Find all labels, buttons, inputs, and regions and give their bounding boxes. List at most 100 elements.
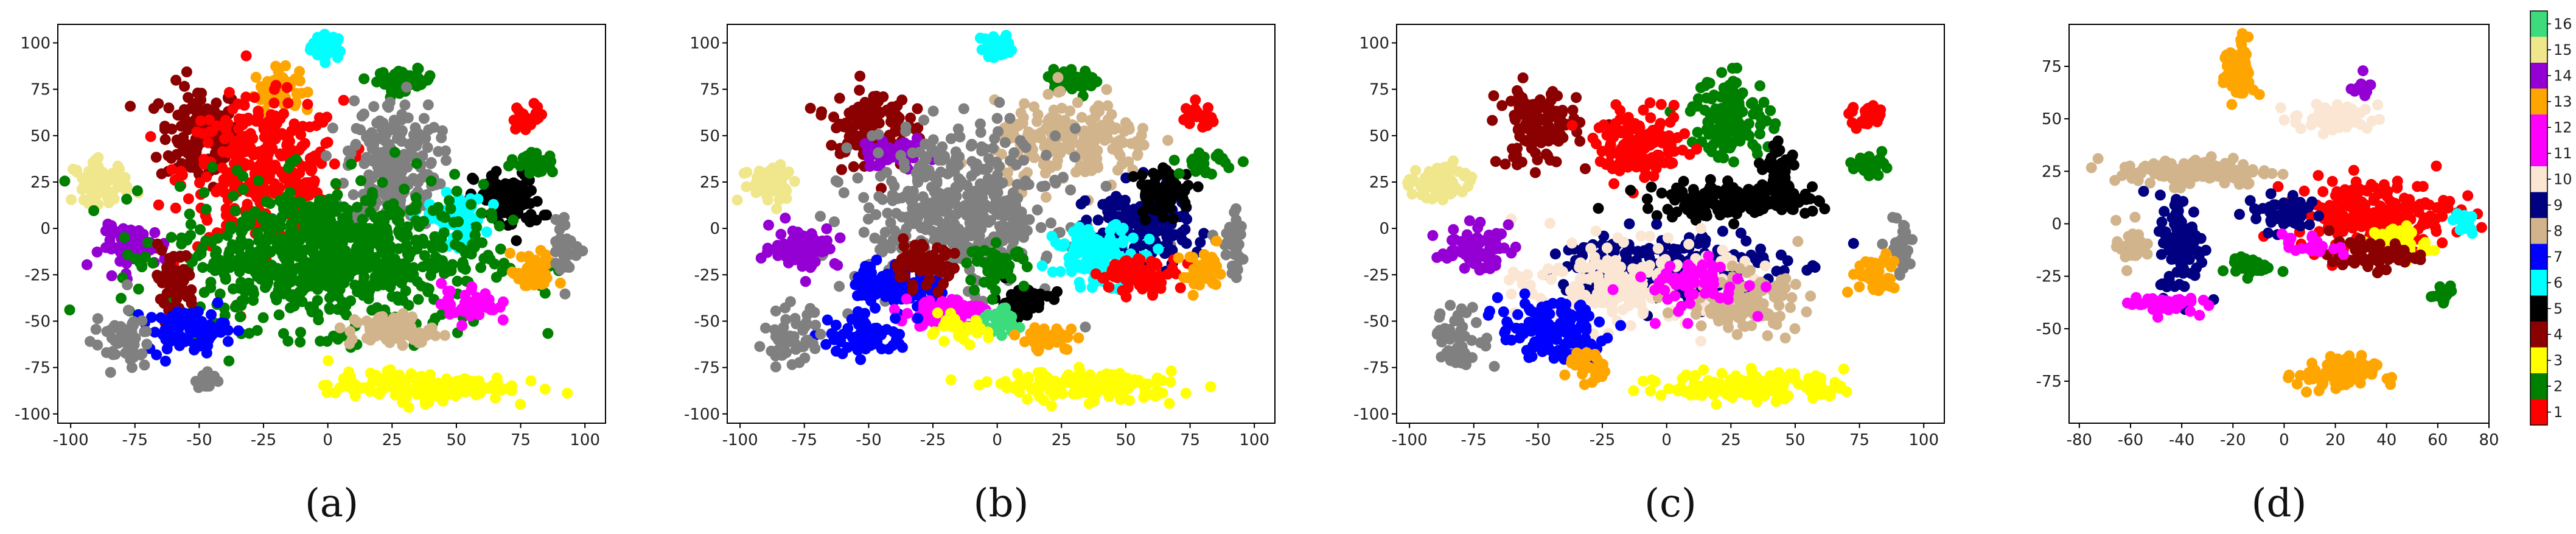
scatter-point [282, 175, 294, 186]
scatter-point [160, 356, 171, 367]
scatter-point [892, 100, 903, 111]
scatter-point [386, 85, 397, 97]
axes-frame [57, 24, 606, 424]
scatter-point [778, 181, 789, 193]
scatter-point [946, 226, 958, 237]
scatter-point [506, 266, 518, 278]
scatter-point [323, 355, 334, 367]
scatter-point [487, 198, 499, 210]
scatter-point [913, 253, 924, 265]
scatter-point [411, 276, 423, 287]
scatter-point [1223, 162, 1235, 174]
scatter-point [1075, 281, 1086, 293]
scatter-point [243, 328, 255, 339]
x-tick-label: -100 [722, 431, 758, 449]
scatter-point [358, 108, 369, 120]
scatter-point [166, 270, 177, 281]
scatter-point [873, 147, 884, 158]
scatter-point [372, 387, 383, 399]
scatter-point [307, 223, 318, 234]
x-tick-label: 100 [570, 431, 600, 449]
x-tick-label: -100 [53, 431, 89, 449]
scatter-point [278, 108, 290, 119]
scatter-point [1190, 110, 1202, 121]
scatter-point [1038, 159, 1049, 170]
scatter-point [371, 118, 383, 128]
scatter-point [359, 236, 371, 247]
scatter-point [114, 324, 126, 336]
scatter-point [436, 278, 447, 289]
scatter-point [1092, 162, 1104, 174]
scatter-point [863, 202, 874, 214]
scatter-point [1091, 146, 1102, 157]
scatter-point [134, 350, 146, 360]
scatter-point [313, 314, 324, 326]
scatter-point [912, 203, 923, 214]
scatter-point [932, 307, 943, 318]
scatter-point [375, 131, 387, 142]
scatter-point [882, 208, 893, 219]
scatter-point [329, 206, 341, 217]
scatter-point [828, 111, 839, 123]
scatter-point [1092, 214, 1104, 226]
scatter-point [413, 63, 424, 74]
scatter-point [1050, 130, 1061, 142]
scatter-point [539, 209, 550, 221]
scatter-point [952, 182, 964, 194]
scatter-point [418, 113, 430, 124]
scatter-point [1048, 385, 1059, 397]
scatter-point [820, 339, 832, 350]
scatter-point [815, 211, 826, 222]
scatter-point [1168, 213, 1179, 225]
scatter-point [1081, 214, 1092, 226]
scatter-point [422, 99, 434, 111]
scatter-point [874, 170, 886, 182]
scatter-point [518, 156, 530, 167]
scatter-point [283, 162, 295, 174]
scatter-point [1014, 135, 1026, 146]
scatter-point [1200, 167, 1212, 178]
scatter-point [991, 315, 1002, 327]
scatter-point [344, 326, 356, 337]
scatter-point [231, 164, 243, 176]
scatter-point [974, 118, 986, 130]
scatter-point [887, 117, 898, 128]
scatter-point [383, 200, 394, 212]
scatter-point [1187, 159, 1198, 170]
scatter-point [382, 227, 393, 238]
scatter-point [1187, 251, 1199, 263]
scatter-point [334, 382, 346, 393]
scatter-point [295, 336, 306, 348]
scatter-point [1205, 381, 1216, 392]
scatter-point [950, 146, 962, 158]
scatter-point [898, 241, 910, 252]
scatter-point [1051, 323, 1063, 335]
scatter-point [295, 197, 307, 208]
scatter-point [340, 256, 351, 267]
scatter-point [214, 288, 226, 300]
scatter-point [411, 158, 422, 169]
x-tick-label: 100 [1239, 431, 1269, 449]
scatter-point [303, 189, 315, 201]
cluster-14 [927, 307, 994, 351]
scatter-point [531, 195, 543, 207]
scatter-point [127, 228, 139, 239]
scatter-point [1211, 235, 1223, 247]
scatter-point [402, 221, 413, 233]
scatter-point [189, 344, 200, 356]
scatter-point [277, 241, 288, 253]
cluster-18 [503, 147, 558, 179]
scatter-point [281, 82, 293, 93]
scatter-point [1226, 260, 1238, 272]
scatter-point [273, 66, 284, 77]
scatter-point [159, 134, 171, 146]
scatter-point [945, 189, 957, 200]
scatter-point [999, 137, 1011, 149]
scatter-point [374, 311, 385, 323]
scatter-point [185, 230, 197, 241]
scatter-point [149, 227, 161, 238]
scatter-point [870, 303, 881, 314]
scatter-point [535, 245, 546, 256]
scatter-point [430, 312, 441, 324]
scatter-point [425, 156, 437, 168]
